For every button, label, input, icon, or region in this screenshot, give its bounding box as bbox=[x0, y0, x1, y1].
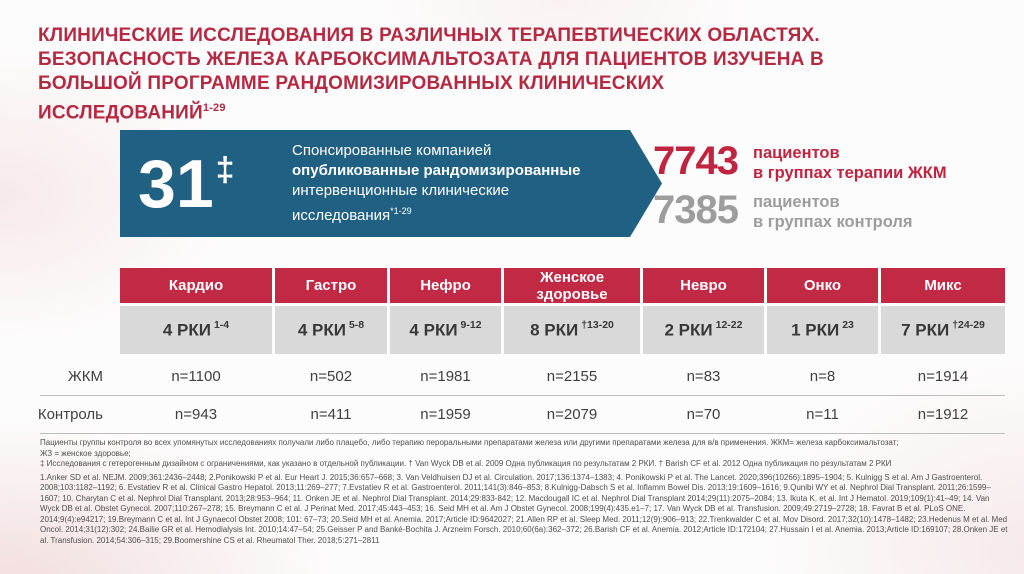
control-n-mix: n=1912 bbox=[917, 406, 969, 423]
banner-superscript: *1-29 bbox=[390, 206, 412, 216]
column-header-nephro: Нефро bbox=[390, 268, 501, 303]
rct-cell-onco: 1 РКИ 23 bbox=[767, 306, 878, 354]
fcm-n-nephro: n=1981 bbox=[420, 368, 471, 385]
control-patients-stat: 7385 пациентов в группах контроля bbox=[653, 190, 1013, 232]
rct-cell-womens-health: 8 РКИ †13-20 bbox=[504, 306, 640, 354]
column-header-mix: Микс bbox=[881, 268, 1005, 303]
table-row-fcm: ЖКМ n=1100 n=502 n=1981 n=2155 n=83 n=8 … bbox=[40, 358, 1005, 396]
control-n-gastro: n=411 bbox=[310, 406, 352, 423]
page-title: КЛИНИЧЕСКИЕ ИССЛЕДОВАНИЯ В РАЗЛИЧНЫХ ТЕР… bbox=[38, 24, 838, 125]
fcm-patients-value: 7743 bbox=[653, 139, 739, 183]
fcm-n-gastro: n=502 bbox=[309, 368, 353, 385]
reference-list: 1.Anker SD et al. NEJM. 2009;361:2436–24… bbox=[40, 472, 1008, 545]
control-label-line-2: в группах контроля bbox=[753, 213, 913, 231]
rct-cell-cardio: 4 РКИ 1-4 bbox=[120, 306, 272, 354]
studies-count-description: Спонсированные компанией опубликованные … bbox=[292, 141, 622, 226]
rct-refs-onco: 23 bbox=[842, 318, 854, 331]
column-header-cardio: Кардио bbox=[120, 268, 272, 303]
control-n-cardio: n=943 bbox=[174, 406, 218, 423]
rct-row-spacer bbox=[40, 306, 117, 354]
row-label-control: Контроль bbox=[37, 406, 103, 423]
rct-refs-womens-health: †13-20 bbox=[581, 318, 614, 331]
fcm-label-line-1: пациентов bbox=[753, 144, 840, 162]
banner-text-line-2: опубликованные рандомизированные bbox=[292, 162, 581, 179]
studies-table: Кардио Гастро Нефро Женское здоровье Нев… bbox=[37, 268, 1005, 434]
title-line-3: БОЛЬШОЙ ПРОГРАММЕ РАНДОМИЗИРОВАННЫХ КЛИН… bbox=[38, 73, 665, 94]
control-label-line-1: пациентов bbox=[753, 193, 840, 211]
rct-cell-gastro: 4 РКИ 5-8 bbox=[275, 306, 387, 354]
rct-cell-neuro: 2 РКИ 12-22 bbox=[643, 306, 764, 354]
rct-cell-mix: 7 РКИ †24-29 bbox=[881, 306, 1005, 354]
title-line-2: БЕЗОПАСНОСТЬ ЖЕЛЕЗА КАРБОКСИМАЛЬТОЗАТА Д… bbox=[38, 49, 824, 70]
rct-refs-gastro: 5-8 bbox=[348, 318, 365, 331]
studies-count-banner: 31‡ Спонсированные компанией опубликован… bbox=[120, 130, 662, 237]
title-superscript: 1-29 bbox=[202, 102, 226, 114]
fcm-n-mix: n=1914 bbox=[917, 368, 969, 385]
title-line-4: ИССЛЕДОВАНИЙ bbox=[38, 102, 203, 124]
rct-count-row: 4 РКИ 1-4 4 РКИ 5-8 4 РКИ 9-12 8 РКИ †13-20 … bbox=[40, 306, 1005, 354]
control-n-neuro: n=70 bbox=[686, 406, 721, 423]
column-header-gastro: Гастро bbox=[275, 268, 387, 303]
row-label-fcm: ЖКМ bbox=[67, 368, 103, 385]
rct-refs-mix: †24-29 bbox=[952, 318, 985, 331]
banner-text-line-4: исследования bbox=[292, 207, 391, 224]
control-patients-value: 7385 bbox=[653, 188, 739, 232]
control-patients-label: пациентов в группах контроля bbox=[753, 190, 913, 232]
footnote-control-groups: Пациенты группы контроля во всех упомяну… bbox=[40, 438, 899, 447]
fcm-n-cardio: n=1100 bbox=[171, 368, 221, 385]
fcm-n-neuro: n=83 bbox=[686, 368, 721, 385]
banner-text-line-1: Спонсированные компанией bbox=[292, 142, 492, 159]
fcm-patients-label: пациентов в группах терапии ЖКМ bbox=[753, 141, 947, 183]
banner-text-line-3: интервенционные клинические bbox=[292, 182, 510, 199]
control-n-womens-health: n=2079 bbox=[546, 406, 598, 423]
table-row-control: Контроль n=943 n=411 n=1959 n=2079 n=70 … bbox=[37, 396, 1005, 434]
rct-refs-nephro: 9-12 bbox=[460, 318, 482, 331]
footnote-daggers: ‡ Исследования с гетерогенным дизайном с… bbox=[40, 459, 892, 468]
fcm-patients-stat: 7743 пациентов в группах терапии ЖКМ bbox=[653, 141, 1013, 183]
fcm-label-line-2: в группах терапии ЖКМ bbox=[753, 164, 947, 182]
footnote-abbreviations: ЖЗ = женское здоровье; bbox=[40, 448, 131, 458]
studies-count-value: 31 bbox=[138, 145, 214, 222]
table-header-row: Кардио Гастро Нефро Женское здоровье Нев… bbox=[40, 268, 1005, 303]
studies-count-number: 31‡ bbox=[120, 150, 292, 218]
patient-stats: 7743 пациентов в группах терапии ЖКМ 738… bbox=[653, 141, 1013, 232]
column-header-womens-health: Женское здоровье bbox=[504, 268, 640, 303]
rct-refs-cardio: 1-4 bbox=[213, 318, 230, 331]
rct-cell-nephro: 4 РКИ 9-12 bbox=[390, 306, 501, 354]
column-header-onco: Онко bbox=[767, 268, 878, 303]
fcm-n-onco: n=8 bbox=[809, 368, 836, 385]
control-n-onco: n=11 bbox=[806, 406, 839, 423]
header-spacer bbox=[40, 268, 117, 303]
control-n-nephro: n=1959 bbox=[420, 406, 471, 423]
fcm-n-womens-health: n=2155 bbox=[546, 368, 598, 385]
double-dagger-mark: ‡ bbox=[215, 150, 235, 189]
column-header-neuro: Невро bbox=[643, 268, 764, 303]
title-line-1: КЛИНИЧЕСКИЕ ИССЛЕДОВАНИЯ В РАЗЛИЧНЫХ ТЕР… bbox=[38, 25, 820, 46]
rct-refs-neuro: 12-22 bbox=[715, 318, 743, 331]
footnotes: Пациенты группы контроля во всех упомяну… bbox=[40, 438, 1008, 546]
